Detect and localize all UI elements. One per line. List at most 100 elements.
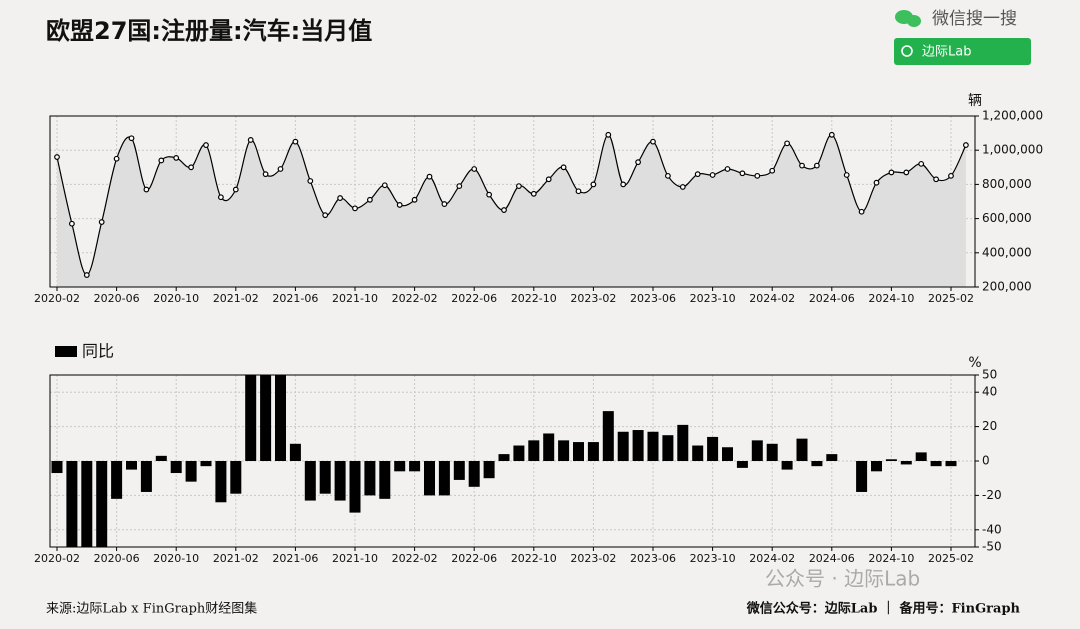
point	[605, 131, 612, 138]
point	[769, 167, 776, 174]
bar	[51, 461, 63, 474]
point	[501, 207, 507, 213]
point	[232, 186, 239, 193]
x-tick-label: 2020-06	[94, 552, 140, 565]
bar	[826, 454, 838, 461]
point	[68, 220, 75, 227]
x-tick-label: 2025-02	[928, 292, 974, 305]
point	[173, 154, 180, 161]
bar	[900, 461, 912, 465]
bar	[394, 461, 406, 472]
point	[635, 159, 641, 166]
bar	[796, 438, 808, 461]
bar	[126, 461, 137, 470]
point	[814, 162, 820, 169]
bar	[558, 440, 570, 461]
point	[203, 142, 209, 148]
x-tick-label: 2023-02	[570, 552, 616, 565]
search-icon	[901, 45, 913, 57]
point	[426, 173, 433, 180]
bar	[155, 455, 167, 461]
point	[679, 184, 686, 190]
bar	[438, 461, 450, 496]
bar	[66, 461, 78, 547]
bar	[573, 442, 584, 461]
y-tick-label: 800,000	[982, 177, 1032, 191]
point	[933, 176, 939, 183]
bar	[766, 443, 778, 461]
bar	[468, 461, 480, 487]
point	[948, 172, 954, 179]
x-tick-label: 2023-02	[570, 292, 616, 305]
point	[754, 172, 761, 179]
point	[188, 164, 195, 171]
point	[650, 138, 656, 145]
point	[217, 194, 224, 201]
account: 微信公众号：边际Lab ｜ 备用号：FinGraph	[746, 601, 1021, 617]
x-tick-label: 2022-02	[392, 292, 438, 305]
point	[560, 164, 567, 171]
bar	[81, 461, 93, 547]
point	[113, 155, 120, 162]
bar	[379, 461, 391, 499]
point	[784, 140, 790, 147]
point	[739, 170, 746, 177]
bar	[364, 461, 376, 496]
point	[873, 179, 880, 186]
point	[530, 190, 537, 197]
point	[292, 138, 299, 145]
x-tick-label: 2021-06	[272, 552, 318, 565]
bar	[304, 461, 316, 501]
bar	[647, 431, 659, 461]
x-tick-label: 2024-02	[749, 292, 795, 305]
bar	[483, 461, 495, 479]
y-tick-label: 40	[982, 385, 997, 399]
bar	[677, 424, 689, 461]
chart-title: 欧盟27国:注册量:汽车:当月值	[46, 17, 372, 45]
plot	[51, 375, 957, 547]
point	[367, 196, 373, 203]
x-tick-label: 2021-10	[332, 552, 378, 565]
x-tick-label: 2023-10	[690, 292, 736, 305]
point	[83, 272, 90, 278]
bar	[245, 375, 257, 461]
x-tick-label: 2020-10	[153, 552, 199, 565]
point	[456, 183, 463, 190]
x-tick-label: 2024-10	[868, 292, 914, 305]
y-tick-label: 20	[982, 419, 997, 433]
bar	[930, 461, 942, 467]
point	[471, 166, 478, 172]
source: 来源:边际Lab x FinGraph财经图集	[46, 601, 257, 617]
plot-frame	[49, 374, 976, 548]
bar	[96, 461, 108, 547]
plot	[54, 131, 969, 287]
search-query[interactable]: 边际Lab	[922, 45, 971, 60]
x-tick-label: 2022-06	[451, 552, 497, 565]
y-tick-label: -50	[982, 540, 1002, 554]
y-tick-label: 200,000	[982, 280, 1032, 294]
y-tick-label: 400,000	[982, 245, 1032, 259]
x-tick-label: 2021-10	[332, 292, 378, 305]
x-tick-label: 2023-10	[690, 552, 736, 565]
bar	[692, 445, 704, 461]
legend-label: 同比	[82, 342, 114, 361]
bar	[200, 461, 212, 467]
y-tick-label: 600,000	[982, 211, 1032, 225]
bar	[543, 433, 555, 461]
x-tick-label: 2024-10	[868, 552, 914, 565]
search-brand: 微信搜一搜	[932, 9, 1017, 29]
point	[128, 135, 135, 142]
y-unit: %	[968, 355, 981, 371]
bar	[528, 440, 540, 461]
bar	[722, 447, 733, 461]
bar	[871, 461, 882, 472]
point	[799, 162, 805, 169]
bar	[736, 461, 748, 468]
bar	[275, 375, 286, 461]
point	[724, 166, 731, 172]
point	[54, 154, 60, 160]
bar	[170, 461, 182, 474]
point	[694, 171, 701, 178]
bar	[856, 461, 868, 492]
search-button[interactable]	[894, 38, 1031, 65]
